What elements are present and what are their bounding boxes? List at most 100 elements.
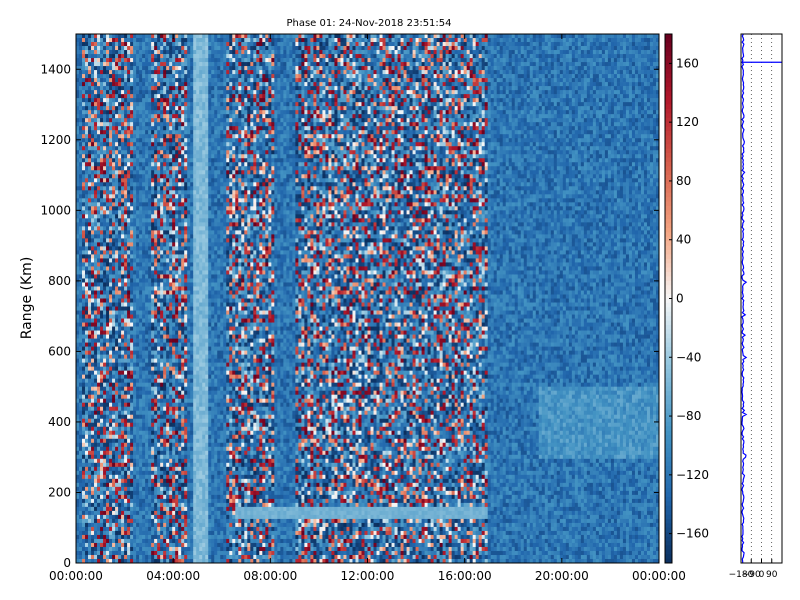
heatmap-cell — [91, 78, 94, 82]
heatmap-cell — [100, 355, 103, 359]
heatmap-cell — [85, 459, 88, 463]
heatmap-cell — [97, 339, 100, 343]
heatmap-cell — [79, 495, 82, 499]
heatmap-cell — [82, 495, 85, 499]
heatmap-cell — [88, 447, 91, 451]
heatmap-cell — [76, 146, 79, 150]
heatmap-cell — [85, 38, 88, 42]
heatmap-cell — [91, 527, 94, 531]
heatmap-cell — [76, 190, 79, 194]
heatmap-cell — [97, 331, 100, 335]
heatmap-cell — [76, 222, 79, 226]
heatmap-cell — [82, 387, 85, 391]
heatmap-cell — [91, 399, 94, 403]
heatmap-cell — [91, 467, 94, 471]
heatmap-cell — [94, 515, 97, 519]
heatmap-cell — [109, 50, 112, 54]
heatmap-cell — [103, 262, 106, 266]
heatmap-cell — [100, 395, 103, 399]
heatmap-cell — [97, 555, 100, 559]
heatmap-cell — [82, 170, 85, 174]
heatmap-cell — [76, 50, 79, 54]
heatmap-cell — [91, 415, 94, 419]
heatmap-cell — [76, 202, 79, 206]
heatmap-cell — [97, 459, 100, 463]
heatmap-cell — [85, 499, 88, 503]
heatmap-cell — [100, 38, 103, 42]
heatmap-cell — [97, 531, 100, 535]
heatmap-cell — [112, 62, 115, 66]
heatmap-cell — [91, 403, 94, 407]
heatmap-cell — [106, 315, 109, 319]
chart-title: Phase 01: 24-Nov-2018 23:51:54 — [286, 18, 451, 29]
heatmap-cell — [100, 407, 103, 411]
heatmap-cell — [91, 519, 94, 523]
heatmap-cell — [82, 367, 85, 371]
heatmap-cell — [100, 238, 103, 242]
heatmap-cell — [97, 170, 100, 174]
heatmap-cell — [109, 114, 112, 118]
heatmap-cell — [88, 343, 91, 347]
heatmap-cell — [91, 126, 94, 130]
heatmap-cell — [109, 451, 112, 455]
heatmap-cell — [94, 182, 97, 186]
heatmap-cell — [76, 327, 79, 331]
heatmap-cell — [82, 118, 85, 122]
heatmap-cell — [79, 423, 82, 427]
heatmap-cell — [103, 403, 106, 407]
heatmap-cell — [91, 451, 94, 455]
heatmap-cell — [82, 34, 85, 38]
heatmap-cell — [109, 371, 112, 375]
heatmap-cell — [103, 238, 106, 242]
heatmap-cell — [91, 351, 94, 355]
heatmap-cell — [88, 391, 91, 395]
heatmap-cell — [94, 274, 97, 278]
heatmap-cell — [100, 531, 103, 535]
heatmap-cell — [79, 415, 82, 419]
heatmap-cell — [88, 142, 91, 146]
heatmap-cell — [112, 118, 115, 122]
heatmap-cell — [100, 34, 103, 38]
heatmap-cell — [82, 475, 85, 479]
heatmap-cell — [97, 270, 100, 274]
heatmap-cell — [79, 471, 82, 475]
heatmap-cell — [109, 34, 112, 38]
heatmap-cell — [88, 50, 91, 54]
heatmap-cell — [94, 114, 97, 118]
heatmap-cell — [91, 134, 94, 138]
heatmap-cell — [106, 178, 109, 182]
heatmap-cell — [91, 98, 94, 102]
heatmap-cell — [103, 531, 106, 535]
heatmap-cell — [79, 98, 82, 102]
heatmap-cell — [100, 503, 103, 507]
heatmap-cell — [76, 54, 79, 58]
heatmap-cell — [82, 335, 85, 339]
heatmap-cell — [91, 218, 94, 222]
heatmap-cell — [91, 327, 94, 331]
heatmap-cell — [94, 178, 97, 182]
heatmap-cell — [85, 254, 88, 258]
heatmap-cell — [94, 303, 97, 307]
heatmap-cell — [82, 146, 85, 150]
heatmap-cell — [100, 423, 103, 427]
heatmap-cell — [109, 278, 112, 282]
heatmap-cell — [79, 303, 82, 307]
heatmap-cell — [85, 142, 88, 146]
heatmap-cell — [100, 78, 103, 82]
heatmap-cell — [97, 483, 100, 487]
heatmap-cell — [94, 551, 97, 555]
heatmap-cell — [100, 483, 103, 487]
heatmap-cell — [106, 343, 109, 347]
heatmap-cell — [79, 110, 82, 114]
heatmap-cell — [76, 439, 79, 443]
heatmap-cell — [85, 327, 88, 331]
heatmap-cell — [97, 142, 100, 146]
heatmap-cell — [82, 270, 85, 274]
heatmap-cell — [94, 299, 97, 303]
heatmap-cell — [103, 66, 106, 70]
heatmap-cell — [76, 463, 79, 467]
heatmap-cell — [106, 375, 109, 379]
heatmap-cell — [103, 463, 106, 467]
heatmap-cell — [82, 62, 85, 66]
heatmap-cell — [106, 282, 109, 286]
